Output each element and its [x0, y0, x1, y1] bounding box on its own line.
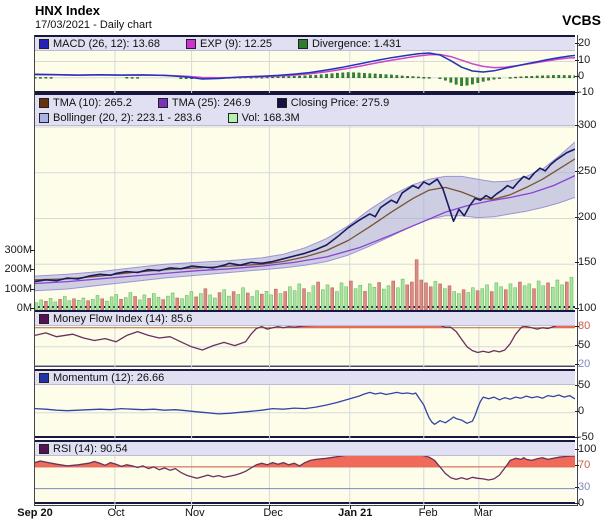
bollinger-legend-label: Bollinger (20, 2): 223.1 - 283.6 [53, 111, 202, 124]
axis-tick [575, 410, 579, 412]
divergence-swatch-icon [297, 38, 308, 49]
macd-legend-label: MACD (26, 12): 13.68 [53, 37, 160, 50]
price-ytick-200: 200 [578, 210, 597, 223]
axis-tick [575, 59, 579, 61]
closing-price-legend-label: Closing Price: 275.9 [290, 96, 390, 109]
price-ytick-300: 300 [578, 119, 597, 131]
xaxis-label-sep-20: Sep 20 [17, 507, 53, 519]
price-legend: TMA (10): 265.2 TMA (25): 246.9 Closing … [35, 95, 575, 126]
axis-tick [575, 437, 579, 438]
tma10-swatch-icon [39, 97, 49, 108]
volume-ytick-300M: 300M [4, 243, 32, 256]
rsi-ytick-70: 70 [578, 458, 591, 471]
mfi-swatch-icon [39, 313, 49, 324]
bollinger-swatch-icon [39, 112, 49, 123]
axis-tick [575, 75, 579, 77]
axis-tick [191, 505, 193, 509]
volume-ytick-100M: 100M [4, 282, 32, 295]
axis-tick [575, 170, 579, 172]
axis-tick [30, 308, 35, 309]
xaxis-label-feb: Feb [418, 507, 438, 519]
chart-plot-area: MACD (26, 12): 13.68 EXP (9): 12.25 Dive… [34, 35, 578, 506]
volume-ytick-200M: 200M [4, 263, 32, 276]
tma25-swatch-icon [157, 97, 168, 108]
xaxis-label-jan-21: Jan 21 [338, 507, 373, 519]
mom-ytick-50: 50 [578, 378, 591, 391]
axis-tick [575, 502, 579, 504]
momentum-swatch-icon [39, 372, 49, 383]
axis-tick [478, 505, 480, 509]
axis-tick [575, 308, 579, 309]
axis-tick [575, 344, 579, 346]
axis-tick [575, 363, 579, 365]
page-title: HNX Index [35, 3, 101, 18]
rsi-ytick-100: 100 [578, 442, 597, 455]
xaxis-label-dec: Dec [263, 507, 283, 519]
volume-swatch-icon [227, 112, 238, 123]
mfi-ytick-80: 80 [578, 319, 591, 332]
mom-ytick--50: -50 [578, 431, 594, 443]
axis-tick [349, 505, 351, 509]
price-ytick-100: 100 [578, 302, 597, 314]
macd-ytick--10: -10 [578, 86, 594, 99]
price-chart-canvas [35, 95, 575, 310]
macd-ytick-20: 20 [578, 37, 591, 50]
price-panel: TMA (10): 265.2 TMA (25): 246.9 Closing … [35, 93, 575, 310]
volume-ytick-0M: 0M [16, 302, 32, 314]
mfi-ytick-50: 50 [578, 338, 591, 351]
rsi-legend: RSI (14): 90.54 [35, 442, 575, 456]
price-ytick-150: 150 [578, 256, 597, 269]
axis-tick [575, 125, 579, 126]
momentum-legend-label: Momentum (12): 26.66 [53, 371, 165, 384]
axis-tick [423, 505, 425, 509]
macd-ytick-0: 0 [578, 69, 585, 82]
chart-subtitle: 17/03/2021 - Daily chart [35, 19, 152, 31]
axis-tick [575, 325, 579, 327]
momentum-panel: Momentum (12): 26.66 [35, 369, 575, 440]
closing-price-swatch-icon [276, 97, 287, 108]
axis-tick [575, 384, 579, 386]
exp-swatch-icon [186, 38, 196, 49]
macd-panel: MACD (26, 12): 13.68 EXP (9): 12.25 Dive… [35, 35, 575, 95]
macd-legend: MACD (26, 12): 13.68 EXP (9): 12.25 Dive… [35, 37, 575, 51]
axis-tick [575, 464, 579, 466]
axis-tick [575, 262, 579, 264]
mfi-panel: Money Flow Index (14): 85.6 [35, 310, 575, 369]
axis-tick [575, 448, 579, 450]
momentum-legend: Momentum (12): 26.66 [35, 371, 575, 385]
xaxis-label-nov: Nov [185, 507, 205, 519]
mfi-legend-label: Money Flow Index (14): 85.6 [53, 312, 193, 325]
mom-ytick-0: 0 [578, 404, 585, 417]
axis-tick [575, 486, 579, 488]
axis-tick [269, 505, 271, 509]
axis-tick [575, 216, 579, 218]
axis-tick [30, 269, 35, 271]
rsi-ytick-0: 0 [578, 496, 585, 509]
xaxis-label-mar: Mar [473, 507, 493, 519]
axis-tick [575, 43, 579, 45]
macd-ytick-10: 10 [578, 53, 591, 66]
volume-legend-label: Vol: 168.3M [241, 111, 300, 124]
tma25-legend-label: TMA (25): 246.9 [171, 96, 251, 109]
axis-tick [30, 249, 35, 251]
axis-tick [114, 505, 116, 509]
mfi-legend: Money Flow Index (14): 85.6 [35, 312, 575, 326]
tma10-legend-label: TMA (10): 265.2 [53, 96, 132, 109]
axis-tick [30, 288, 35, 290]
axis-tick [575, 92, 579, 94]
rsi-chart-canvas [35, 442, 575, 506]
brand-logo: VCBS [562, 12, 601, 28]
xaxis-label-oct: Oct [107, 507, 125, 519]
mfi-ytick-20: 20 [578, 357, 591, 370]
rsi-legend-label: RSI (14): 90.54 [53, 442, 128, 455]
price-ytick-250: 250 [578, 164, 597, 177]
rsi-panel: RSI (14): 90.54 [35, 440, 575, 506]
rsi-swatch-icon [39, 443, 49, 454]
divergence-legend-label: Divergence: 1.431 [311, 37, 402, 50]
macd-swatch-icon [39, 38, 49, 49]
exp-legend-label: EXP (9): 12.25 [200, 37, 272, 50]
rsi-ytick-30: 30 [578, 480, 591, 493]
